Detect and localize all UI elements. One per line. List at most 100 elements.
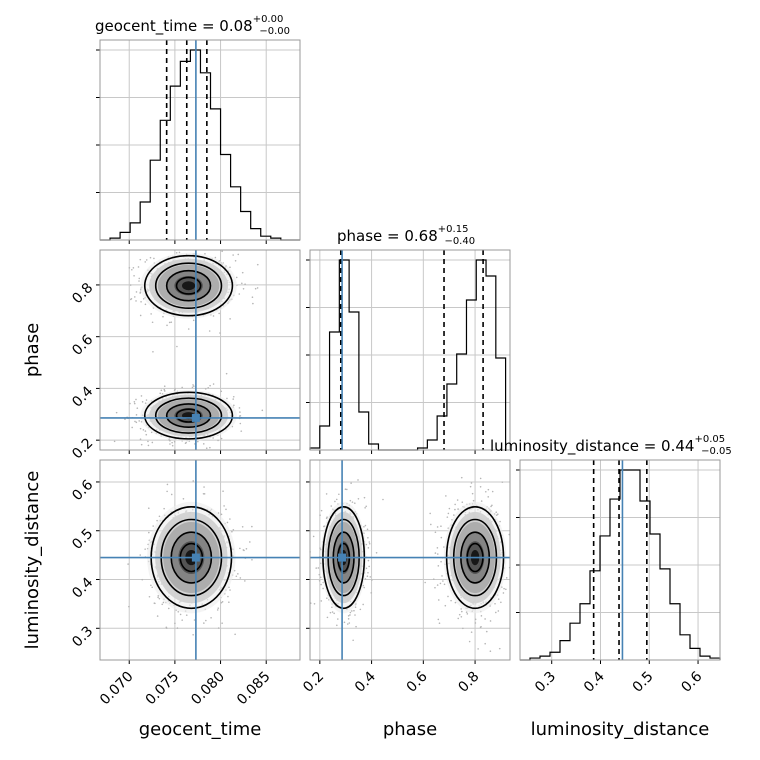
density-geocent-time-vs-luminosity-distance-sample-0-252: [170, 493, 173, 496]
density-phase-vs-luminosity-distance-sample-1-461: [502, 592, 505, 594]
density-phase-vs-luminosity-distance-sample-0-134: [329, 611, 332, 614]
density-phase-vs-luminosity-distance-sample-0-16: [338, 493, 340, 496]
density-geocent-time-vs-luminosity-distance-sample-0-496: [165, 626, 168, 629]
density-geocent-time-vs-phase-sample-0-652: [212, 315, 215, 317]
density-geocent-time-vs-luminosity-distance-sample-0-410: [237, 573, 239, 575]
density-geocent-time-vs-phase-sample-1-651: [240, 430, 243, 432]
density-geocent-time-vs-luminosity-distance-sample-0-604: [157, 594, 160, 597]
density-geocent-time-vs-phase-sample-1-545: [144, 430, 147, 432]
density-phase-vs-luminosity-distance-sample-0-488: [364, 524, 367, 527]
density-geocent-time-vs-luminosity-distance-sample-0-3: [181, 619, 183, 621]
density-phase-vs-luminosity-distance-sample-1-625: [505, 588, 507, 591]
density-geocent-time-vs-luminosity-distance-sample-0-533: [251, 525, 253, 528]
density-geocent-time-vs-phase-sample-1-660: [226, 397, 228, 400]
title-luminosity-distance-up: +0.05: [694, 434, 725, 445]
density-phase-vs-luminosity-distance-sample-1-5: [456, 499, 459, 501]
density-geocent-time-vs-luminosity-distance-sample-0-140: [226, 521, 229, 524]
density-geocent-time-vs-phase-sample-0-643: [133, 275, 135, 277]
density-geocent-time-vs-luminosity-distance-sample-0-312: [127, 563, 129, 565]
hist-geocent-time-frame: [99, 39, 301, 241]
density-geocent-time-vs-phase-sample-1-616: [163, 388, 166, 391]
density-geocent-time-vs-phase-sample-0-689: [219, 332, 221, 334]
density-geocent-time-vs-phase-sample-0-87: [128, 266, 131, 269]
density-geocent-time-vs-luminosity-distance-sample-0-587: [223, 505, 225, 507]
density-phase-vs-luminosity-distance-sample-0-361: [325, 493, 328, 495]
title-geocent-time-up: +0.00: [253, 14, 284, 25]
density-phase-vs-luminosity-distance-sample-0-352: [318, 573, 321, 576]
density-geocent-time-vs-phase-sample-0-254: [242, 287, 245, 290]
density-geocent-time-vs-luminosity-distance-sample-0-642: [163, 507, 165, 510]
density-geocent-time-vs-luminosity-distance-sample-0-70: [220, 513, 223, 516]
density-geocent-time-vs-phase-sample-0-251: [229, 266, 231, 269]
density-phase-vs-luminosity-distance-sample-0-239: [364, 578, 367, 580]
xtick-label-phase-1: 0.4: [352, 669, 379, 696]
density-geocent-time-vs-luminosity-distance-sample-0-204: [156, 615, 159, 617]
density-geocent-time-vs-luminosity-distance-sample-0-322: [166, 490, 168, 493]
density-geocent-time-vs-luminosity-distance-sample-0-389: [152, 525, 154, 527]
density-phase-vs-luminosity-distance-sample-0-516: [318, 580, 321, 582]
xtick-label-geocent-time-1: 0.075: [143, 669, 183, 709]
density-phase-vs-luminosity-distance-sample-1-127: [444, 604, 447, 607]
density-phase-vs-luminosity-distance-sample-1-397: [470, 482, 473, 484]
density-phase-vs-luminosity-distance-sample-1-592: [494, 602, 496, 605]
density-geocent-time-vs-luminosity-distance-sample-0-207: [229, 589, 231, 591]
density-geocent-time-vs-phase-sample-0-693: [132, 267, 135, 269]
density-phase-vs-luminosity-distance-sample-1-413: [491, 490, 494, 493]
ytick-label-phase-2: 0.6: [69, 332, 96, 359]
density-geocent-time-vs-phase-sample-0-543: [256, 263, 259, 266]
density-geocent-time-vs-phase-sample-0-532: [145, 259, 148, 261]
density-geocent-time-vs-phase-sample-1-619: [232, 398, 235, 400]
density-geocent-time-vs-phase-sample-1-636: [193, 385, 195, 387]
density-geocent-time-vs-phase-sample-1-564: [133, 402, 136, 405]
density-phase-vs-luminosity-distance-sample-1-301: [430, 523, 432, 526]
density-phase-vs-luminosity-distance-sample-0-444: [367, 536, 369, 539]
density-phase-vs-luminosity-distance-sample-0-170: [326, 597, 328, 599]
density-geocent-time-vs-phase-sample-1-193: [225, 372, 228, 375]
density-geocent-time-vs-luminosity-distance-sample-0-327: [244, 580, 246, 582]
density-phase-vs-luminosity-distance-sample-1-359: [480, 625, 482, 628]
density-geocent-time-vs-phase-sample-0-634: [129, 298, 132, 301]
density-geocent-time-vs-luminosity-distance-sample-0-388: [192, 480, 195, 482]
density-phase-vs-luminosity-distance-sample-1-494: [500, 601, 502, 604]
density-phase-vs-luminosity-distance-sample-1-134: [484, 490, 487, 493]
density-phase-vs-luminosity-distance-sample-0-192: [357, 479, 359, 481]
hist-luminosity-distance-frame: [519, 459, 721, 661]
density-phase-vs-luminosity-distance-sample-0-214: [382, 498, 384, 501]
density-geocent-time-vs-phase-sample-0-439: [221, 250, 223, 253]
density-geocent-time-vs-phase-sample-0-523: [149, 256, 152, 259]
density-geocent-time-vs-luminosity-distance-sample-0-617: [151, 586, 154, 589]
density-geocent-time-vs-phase-sample-0-337: [144, 303, 147, 306]
density-geocent-time-vs-phase-sample-1-194: [131, 426, 133, 429]
density-phase-vs-luminosity-distance-sample-0-373: [367, 547, 370, 549]
yaxis-label-luminosity-distance: luminosity_distance: [22, 471, 43, 650]
xtick-label-luminosity-distance-0: 0.3: [532, 669, 559, 696]
density-phase-vs-luminosity-distance-truth-marker: [338, 553, 347, 562]
density-geocent-time-vs-phase-sample-0-449: [133, 296, 136, 298]
density-geocent-time-vs-luminosity-distance-sample-0-539: [232, 528, 235, 531]
density-geocent-time-vs-phase-contour-1-1: [154, 397, 223, 434]
density-geocent-time-vs-phase-sample-1-62: [134, 420, 136, 423]
density-phase-vs-luminosity-distance-sample-1-72: [470, 631, 473, 633]
density-phase-vs-luminosity-distance-sample-0-639: [363, 496, 366, 499]
density-phase-vs-luminosity-distance-sample-0-256: [367, 559, 370, 562]
density-geocent-time-vs-phase-sample-1-567: [113, 440, 116, 443]
density-phase-vs-luminosity-distance-sample-1-310: [477, 648, 479, 650]
density-geocent-time-vs-luminosity-distance-sample-0-493: [242, 549, 245, 551]
xtick-label-geocent-time-3: 0.085: [234, 669, 274, 709]
density-geocent-time-vs-phase-contour-0-0: [143, 254, 234, 317]
density-phase-vs-luminosity-distance-sample-0-695: [366, 528, 369, 531]
density-phase-vs-luminosity-distance-sample-1-396: [454, 503, 456, 506]
density-geocent-time-vs-phase-sample-1-480: [174, 388, 176, 390]
density-phase-vs-luminosity-distance-sample-1-338: [436, 553, 439, 555]
density-phase-vs-luminosity-distance-sample-1-217: [439, 582, 442, 585]
density-phase-vs-luminosity-distance-sample-1-522: [474, 618, 477, 621]
density-geocent-time-vs-luminosity-distance-sample-0-557: [157, 596, 159, 599]
density-phase-vs-luminosity-distance-sample-1-6: [465, 611, 468, 613]
density-phase-vs-luminosity-distance-sample-0-42: [313, 602, 316, 605]
density-geocent-time-vs-luminosity-distance-sample-0-600: [174, 622, 176, 625]
xtick-label-phase-2: 0.6: [404, 669, 431, 696]
density-phase-vs-luminosity-distance-sample-0-320: [362, 603, 364, 606]
density-phase-vs-luminosity-distance-sample-1-189: [454, 601, 457, 604]
density-geocent-time-vs-phase-sample-1-254: [145, 433, 148, 436]
